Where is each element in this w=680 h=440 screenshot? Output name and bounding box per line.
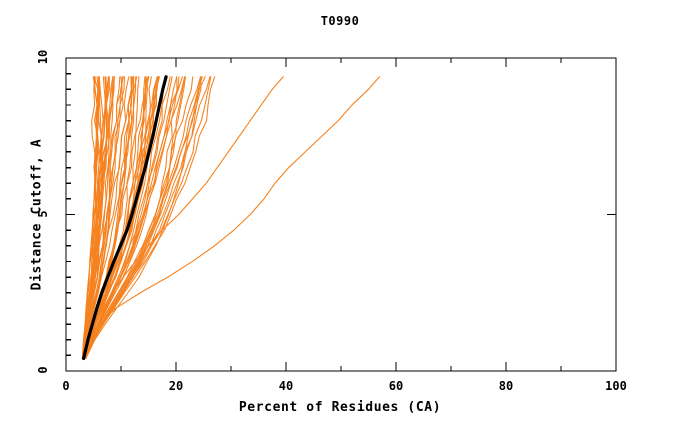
series-line bbox=[84, 76, 187, 360]
plot-frame bbox=[65, 57, 617, 372]
x-tick-label: 40 bbox=[278, 379, 294, 393]
highlight-series-line bbox=[82, 75, 168, 361]
series-line bbox=[84, 76, 183, 360]
y-tick-label: 0 bbox=[36, 366, 50, 374]
series-line bbox=[84, 76, 178, 360]
series-line bbox=[82, 76, 130, 360]
x-tick-label: 60 bbox=[388, 379, 404, 393]
x-tick-label: 80 bbox=[498, 379, 514, 393]
series-line bbox=[84, 76, 173, 360]
series-line bbox=[82, 76, 121, 360]
series-line bbox=[83, 76, 138, 360]
y-tick-label: 10 bbox=[36, 49, 50, 65]
series-group bbox=[81, 75, 381, 361]
x-tick-label: 0 bbox=[62, 379, 70, 393]
series-line bbox=[82, 76, 100, 360]
series-line bbox=[85, 76, 211, 360]
series-line bbox=[82, 76, 97, 360]
outlier-series-line bbox=[81, 76, 100, 360]
outlier-series-line bbox=[83, 76, 284, 360]
series-line bbox=[81, 76, 109, 360]
series-line bbox=[84, 76, 159, 360]
x-tick-label: 20 bbox=[168, 379, 184, 393]
x-tick-label: 100 bbox=[605, 379, 627, 393]
series-line bbox=[82, 76, 124, 360]
x-axis-label: Percent of Residues (CA) bbox=[238, 400, 442, 415]
page-title: T0990 bbox=[320, 14, 360, 28]
series-line bbox=[83, 76, 148, 360]
series-line bbox=[84, 76, 203, 360]
y-tick-label: 5 bbox=[36, 209, 50, 218]
series-line bbox=[81, 76, 107, 360]
outlier-series-line bbox=[84, 76, 381, 360]
series-line bbox=[84, 76, 202, 360]
series-line bbox=[82, 76, 103, 360]
